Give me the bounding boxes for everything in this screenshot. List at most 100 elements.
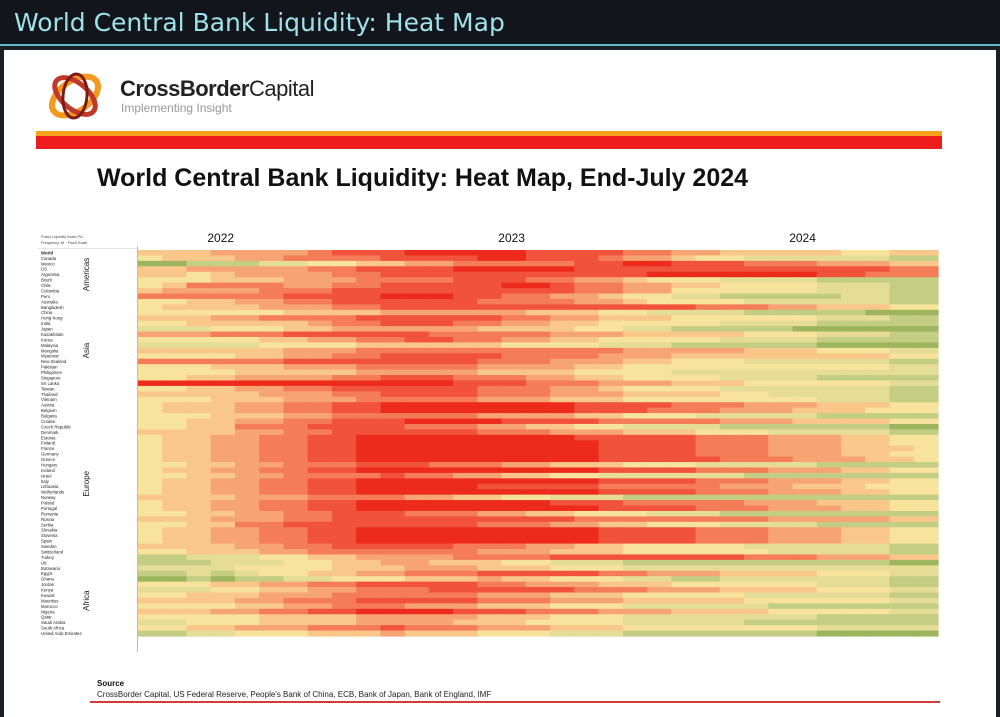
heatmap-cell (913, 543, 939, 550)
heatmap-cell (622, 451, 648, 458)
heatmap-cell (234, 282, 260, 289)
legend-note: Frequency: M · Fixed Scale (41, 241, 87, 245)
heatmap-cell (792, 576, 818, 583)
heatmap-cell (259, 505, 285, 512)
heatmap-cell (671, 565, 697, 572)
heatmap-cell (331, 527, 357, 534)
heatmap-cell (622, 532, 648, 539)
heatmap-cell (695, 472, 721, 479)
heatmap-cell (186, 445, 212, 452)
heatmap-cell (453, 445, 478, 452)
heatmap-cell (307, 342, 333, 349)
heatmap-cell (525, 288, 551, 295)
heatmap-cell (380, 619, 406, 626)
heatmap-cell (331, 380, 357, 387)
heatmap-cell (453, 576, 478, 583)
heatmap-cell (647, 532, 672, 539)
heatmap-cell (841, 434, 866, 441)
heatmap-cell (841, 440, 866, 447)
heatmap-cell (550, 543, 575, 550)
heatmap-cell (598, 342, 624, 349)
heatmap-cell (841, 391, 866, 398)
heatmap-cell (259, 380, 285, 387)
heatmap-cell (913, 532, 939, 539)
heatmap-cell (234, 391, 260, 398)
heatmap-cell (428, 559, 454, 566)
heatmap-cell (768, 527, 794, 534)
heatmap-cell (550, 554, 575, 561)
heatmap-cell (574, 326, 600, 333)
heatmap-cell (356, 554, 382, 561)
heatmap-cell (550, 440, 575, 447)
heatmap-cell (307, 570, 333, 577)
heatmap-cell (186, 587, 212, 594)
heatmap-cell (356, 527, 382, 534)
heatmap-cell (138, 592, 163, 599)
heatmap-cell (331, 358, 357, 365)
heatmap-cell (477, 396, 503, 403)
heatmap-cell (162, 309, 188, 316)
heatmap-cell (162, 472, 188, 479)
heatmap-cell (453, 630, 478, 637)
brand-name-light: Capital (248, 76, 314, 101)
heatmap-cell (525, 516, 551, 523)
heatmap-cell (331, 260, 357, 267)
heatmap-cell (841, 320, 866, 327)
heatmap-cell (331, 576, 357, 583)
heatmap-cell (816, 462, 842, 469)
heatmap-cell (501, 581, 527, 588)
heatmap-cell (768, 456, 794, 463)
heatmap-cell (622, 587, 648, 594)
heatmap-cell (453, 407, 478, 414)
heatmap-cell (307, 369, 333, 376)
heatmap-cell (768, 576, 794, 583)
heatmap-cell (186, 559, 212, 566)
heatmap-cell (768, 385, 794, 392)
heatmap-cell (671, 396, 697, 403)
heatmap-cell (307, 423, 333, 431)
heatmap-cell (598, 462, 624, 469)
heatmap-cell (259, 429, 285, 436)
heatmap-cell (865, 521, 891, 528)
heatmap-cell (331, 375, 357, 382)
heatmap-cell (647, 619, 672, 626)
heatmap-cell (331, 385, 357, 392)
heatmap-cell (138, 434, 163, 441)
heatmap-cell (695, 304, 721, 311)
heatmap-cell (792, 505, 818, 512)
heatmap-cell (283, 429, 309, 436)
heatmap-cell (792, 375, 818, 382)
heatmap-cell (913, 489, 939, 496)
heatmap-cell (647, 434, 672, 441)
heatmap-cell (719, 407, 745, 414)
heatmap-cell (719, 489, 745, 496)
heatmap-cell (525, 587, 551, 594)
heatmap-cell (865, 554, 891, 561)
heatmap-cell (598, 472, 624, 479)
heatmap-cell (307, 309, 333, 316)
heatmap-cell (283, 402, 309, 409)
heatmap-cell (162, 554, 188, 561)
heatmap-cell (550, 494, 575, 501)
heatmap-cell (331, 565, 357, 572)
heatmap-cell (865, 320, 891, 327)
heatmap-cell (477, 423, 503, 431)
heatmap-cell (695, 483, 721, 490)
heatmap-cell (186, 489, 212, 496)
country-label: Ghana (41, 577, 55, 582)
heatmap-cell (622, 456, 648, 463)
heatmap-cell (622, 467, 648, 474)
heatmap-cell (647, 402, 672, 409)
heatmap-cell (259, 347, 285, 354)
heatmap-cell (477, 483, 503, 490)
heatmap-cell (283, 440, 309, 447)
heatmap-cell (598, 364, 624, 371)
heatmap-cell (525, 581, 551, 588)
heatmap-cell (162, 565, 188, 572)
country-label: Thailand (41, 392, 58, 397)
heatmap-cell (283, 320, 309, 327)
heatmap-cell (622, 440, 648, 447)
heatmap-cell (574, 472, 600, 479)
heatmap-cell (283, 418, 309, 425)
heatmap-cell (356, 358, 382, 365)
